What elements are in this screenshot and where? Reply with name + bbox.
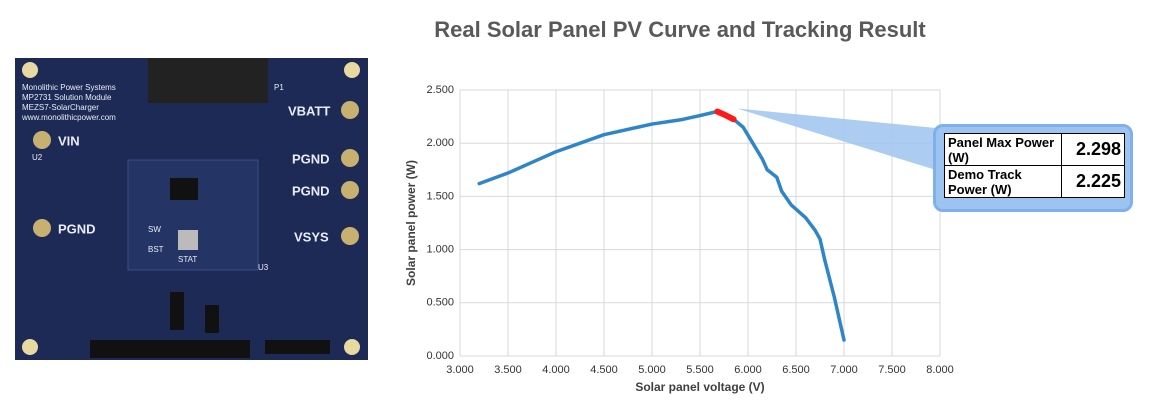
- board-text: PGND: [58, 221, 96, 236]
- x-tick-label: 4.500: [590, 364, 618, 376]
- y-tick-label: 1.500: [426, 190, 454, 202]
- pin-header: [265, 340, 330, 354]
- y-axis-label: Solar panel power (W): [404, 160, 418, 286]
- y-tick-label: 0.500: [426, 297, 454, 309]
- terminal: [33, 219, 51, 237]
- callout-table: Panel Max Power (W) 2.298 Demo Track Powe…: [944, 133, 1125, 198]
- board-text: U2: [32, 153, 43, 162]
- callout-label: Demo Track Power (W): [944, 165, 1062, 198]
- jumper: [205, 305, 219, 333]
- board-text: BST: [148, 245, 164, 254]
- board-text: MEZS7-SolarCharger: [22, 103, 99, 112]
- standoff: [22, 62, 38, 78]
- board-text: STAT: [178, 255, 197, 264]
- x-axis-label: Solar panel voltage (V): [635, 380, 764, 394]
- x-tick-label: 7.000: [830, 364, 858, 376]
- jumper: [170, 292, 184, 330]
- data-line: [714, 108, 737, 123]
- board-text: VSYS: [294, 229, 329, 244]
- chip: [170, 178, 198, 200]
- header-connector: [148, 58, 268, 103]
- board-photo: Monolithic Power Systems MP2731 Solution…: [15, 58, 368, 360]
- x-tick-label: 4.000: [542, 364, 570, 376]
- inductor: [178, 230, 198, 250]
- x-tick-label: 3.000: [446, 364, 474, 376]
- terminal: [341, 149, 359, 167]
- board-text: Monolithic Power Systems: [22, 83, 116, 92]
- board-text: PGND: [292, 151, 330, 166]
- board-text: MP2731 Solution Module: [22, 93, 112, 102]
- terminal: [341, 227, 359, 245]
- callout-value: 2.225: [1061, 165, 1125, 198]
- standoff: [344, 62, 360, 78]
- board-text: U3: [258, 263, 269, 272]
- x-tick-label: 6.500: [782, 364, 810, 376]
- y-tick-label: 0.000: [426, 350, 454, 362]
- x-tick-label: 7.500: [878, 364, 906, 376]
- terminal: [341, 101, 359, 119]
- board-text: PGND: [292, 183, 330, 198]
- x-tick-label: 5.000: [638, 364, 666, 376]
- x-tick-label: 8.000: [926, 364, 954, 376]
- board-text: www.monolithicpower.com: [21, 113, 116, 122]
- y-tick-label: 1.000: [426, 244, 454, 256]
- x-tick-label: 5.500: [686, 364, 714, 376]
- data-line: [477, 109, 846, 342]
- board-text: SW: [148, 225, 161, 234]
- x-tick-label: 6.000: [734, 364, 762, 376]
- y-tick-label: 2.500: [426, 84, 454, 96]
- board-text: VBATT: [288, 103, 330, 118]
- standoff: [344, 339, 360, 355]
- board-text: VIN: [58, 133, 80, 148]
- terminal: [341, 181, 359, 199]
- board-text: P1: [274, 83, 284, 92]
- callout-pointer: [737, 108, 936, 170]
- y-tick-label: 2.000: [426, 137, 454, 149]
- chart-title: Real Solar Panel PV Curve and Tracking R…: [434, 17, 926, 42]
- callout-value: 2.298: [1061, 133, 1125, 166]
- standoff: [22, 339, 38, 355]
- x-tick-label: 3.500: [494, 364, 522, 376]
- callout: Panel Max Power (W) 2.298 Demo Track Powe…: [933, 124, 1133, 212]
- terminal: [33, 131, 51, 149]
- callout-label: Panel Max Power (W): [944, 133, 1062, 166]
- pin-header: [90, 340, 250, 358]
